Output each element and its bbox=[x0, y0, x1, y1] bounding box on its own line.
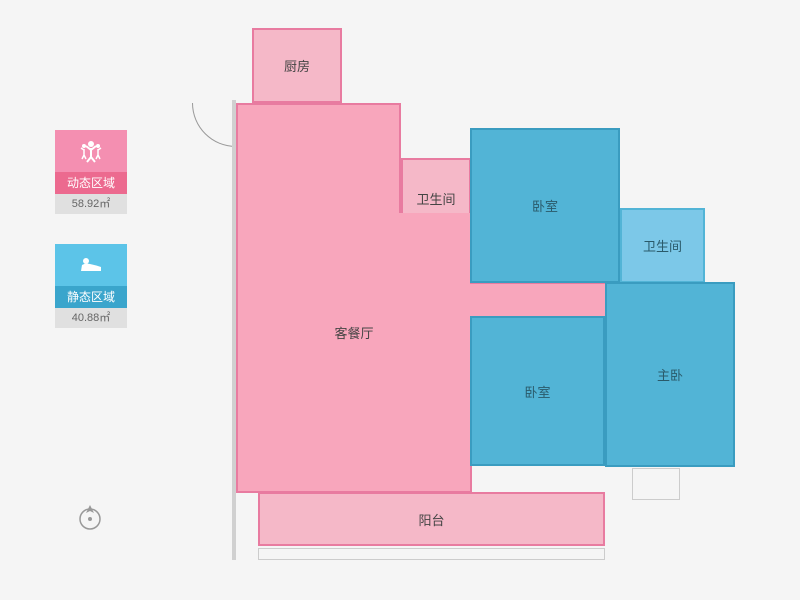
bathroom2-label: 卫生间 bbox=[643, 236, 682, 255]
legend-dynamic-value: 58.92㎡ bbox=[55, 194, 127, 214]
kitchen-label: 厨房 bbox=[284, 56, 310, 75]
balcony-small bbox=[632, 468, 680, 500]
legend-dynamic-label: 动态区域 bbox=[55, 172, 127, 194]
master-label: 主卧 bbox=[657, 365, 683, 384]
balcony-rail bbox=[258, 548, 605, 560]
room-master: 主卧 bbox=[605, 282, 735, 467]
legend-static: 静态区域 40.88㎡ bbox=[55, 244, 127, 328]
bedroom1-label: 卧室 bbox=[532, 196, 558, 215]
room-bedroom2: 卧室 bbox=[470, 316, 605, 466]
wall-outline bbox=[232, 100, 236, 560]
people-icon bbox=[55, 130, 127, 172]
legend-static-label: 静态区域 bbox=[55, 286, 127, 308]
door-arc bbox=[192, 103, 236, 147]
floorplan: 厨房 卫生间 客餐厅 卧室 卫生间 卧室 主卧 阳台 bbox=[200, 20, 760, 580]
room-living: 客餐厅 bbox=[236, 213, 472, 493]
legend-static-value: 40.88㎡ bbox=[55, 308, 127, 328]
compass-icon bbox=[75, 502, 105, 532]
legend-dynamic: 动态区域 58.92㎡ bbox=[55, 130, 127, 214]
room-balcony: 阳台 bbox=[258, 492, 605, 546]
room-bathroom2: 卫生间 bbox=[620, 208, 705, 283]
legend: 动态区域 58.92㎡ 静态区域 40.88㎡ bbox=[55, 130, 127, 358]
room-living-upper bbox=[236, 103, 401, 213]
rest-icon bbox=[55, 244, 127, 286]
living-label: 客餐厅 bbox=[334, 323, 373, 342]
room-kitchen: 厨房 bbox=[252, 28, 342, 103]
bedroom2-label: 卧室 bbox=[524, 382, 550, 401]
room-bedroom1: 卧室 bbox=[470, 128, 620, 283]
bathroom1-label: 卫生间 bbox=[416, 189, 455, 208]
balcony-label: 阳台 bbox=[418, 510, 444, 529]
